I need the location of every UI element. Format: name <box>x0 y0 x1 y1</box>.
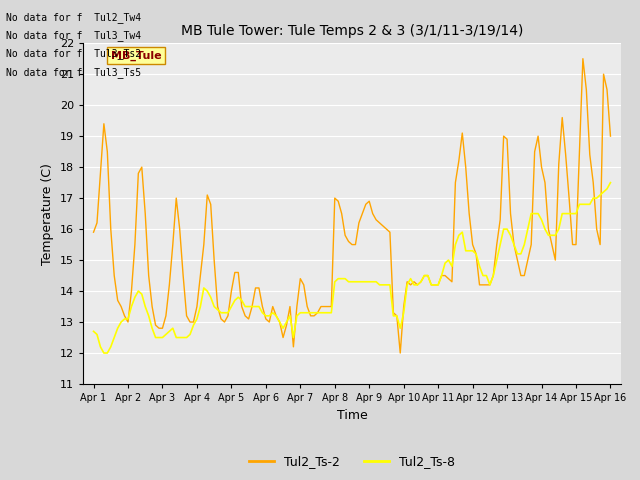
Text: MB_Tule: MB_Tule <box>111 51 161 61</box>
X-axis label: Time: Time <box>337 408 367 421</box>
Text: No data for f  Tul3_Ts5: No data for f Tul3_Ts5 <box>6 67 141 78</box>
Tul2_Ts-2 <box>603 87 611 93</box>
Tul2_Ts-2 <box>407 282 415 288</box>
Tul2_Ts-2 <box>273 313 280 319</box>
Tul2_Ts-8 <box>455 232 463 238</box>
Line: Tul2_Ts-2: Tul2_Ts-2 <box>93 59 611 353</box>
Tul2_Ts-2 <box>90 229 97 235</box>
Tul2_Ts-2 <box>607 133 614 139</box>
Tul2_Ts-8 <box>420 273 428 278</box>
Tul2_Ts-8 <box>100 350 108 356</box>
Line: Tul2_Ts-8: Tul2_Ts-8 <box>93 182 611 353</box>
Tul2_Ts-8 <box>345 279 353 285</box>
Text: No data for f  Tul3_Tw4: No data for f Tul3_Tw4 <box>6 30 141 41</box>
Tul2_Ts-2 <box>341 232 349 238</box>
Tul2_Ts-2 <box>579 56 587 61</box>
Tul2_Ts-2 <box>396 350 404 356</box>
Y-axis label: Temperature (C): Temperature (C) <box>42 163 54 264</box>
Legend: Tul2_Ts-2, Tul2_Ts-8: Tul2_Ts-2, Tul2_Ts-8 <box>244 450 460 473</box>
Tul2_Ts-8 <box>600 189 607 195</box>
Tul2_Ts-8 <box>607 180 614 185</box>
Title: MB Tule Tower: Tule Temps 2 & 3 (3/1/11-3/19/14): MB Tule Tower: Tule Temps 2 & 3 (3/1/11-… <box>181 24 523 38</box>
Tul2_Ts-8 <box>90 328 97 334</box>
Text: No data for f  Tul2_Tw4: No data for f Tul2_Tw4 <box>6 12 141 23</box>
Text: No data for f  Tul3_Ts2: No data for f Tul3_Ts2 <box>6 48 141 60</box>
Tul2_Ts-8 <box>276 319 284 325</box>
Tul2_Ts-8 <box>407 276 415 282</box>
Tul2_Ts-2 <box>420 273 428 278</box>
Tul2_Ts-2 <box>455 158 463 164</box>
